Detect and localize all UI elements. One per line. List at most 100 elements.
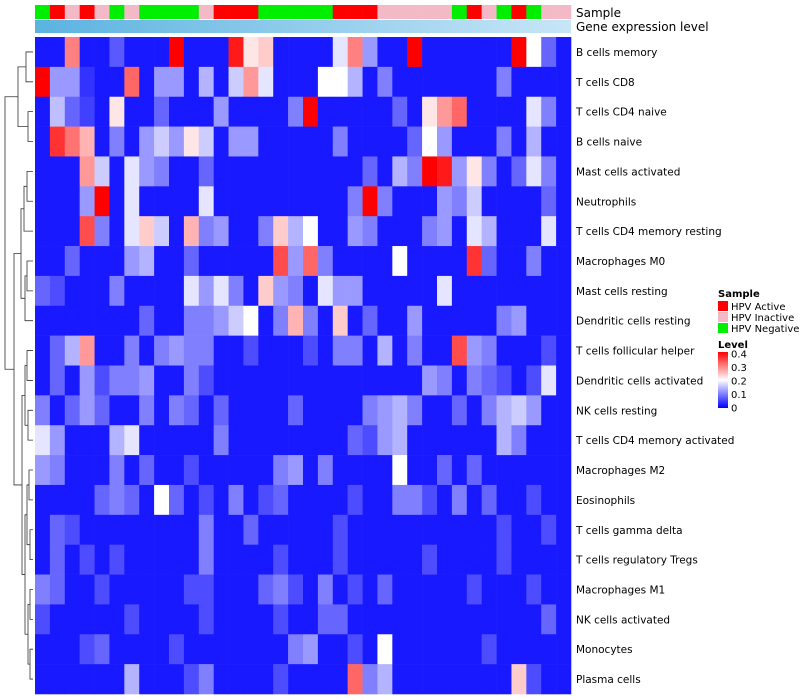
heatmap-cell: [228, 604, 244, 635]
heatmap-cell: [94, 305, 110, 336]
heatmap-cell: [511, 425, 527, 456]
heatmap-cell: [362, 484, 378, 516]
heatmap-cell: [511, 544, 527, 575]
heatmap-cell: [303, 335, 319, 366]
heatmap-cell: [183, 484, 200, 516]
heatmap-cell: [377, 634, 393, 665]
heatmap-cell: [213, 574, 229, 605]
heatmap-cell: [422, 425, 438, 456]
gene-expression-track: [35, 20, 571, 33]
dendrogram-branch: [25, 51, 33, 83]
heatmap-cell: [35, 425, 51, 456]
heatmap-cell: [183, 664, 200, 695]
heatmap-cell: [437, 186, 453, 217]
dendrogram-branch: [4, 96, 18, 370]
heatmap-cell: [526, 37, 542, 68]
heatmap-cell: [94, 634, 110, 665]
heatmap-cell: [169, 604, 185, 635]
heatmap-cell: [124, 37, 140, 68]
gene-expression-track-label: Gene expression level: [576, 20, 709, 34]
heatmap-cells: [35, 37, 572, 695]
heatmap-cell: [556, 395, 572, 426]
heatmap-cell: [109, 275, 125, 307]
heatmap-cell: [35, 604, 51, 635]
sample-track-cell: [64, 5, 80, 19]
heatmap-cell: [377, 544, 393, 575]
heatmap-cell: [317, 126, 334, 157]
heatmap-cell: [258, 664, 274, 695]
legend-level-tick: 0.3: [731, 363, 747, 374]
sample-track-cell: [556, 5, 572, 19]
heatmap-cell: [481, 186, 497, 217]
heatmap-cell: [466, 544, 482, 575]
heatmap-cell: [437, 66, 453, 98]
heatmap-cell: [154, 126, 170, 157]
heatmap-cell: [451, 455, 468, 486]
heatmap-cell: [347, 365, 363, 396]
heatmap-cell: [496, 216, 512, 247]
heatmap-cell: [496, 96, 512, 127]
sample-track-cell: [437, 5, 453, 19]
heatmap-cell: [228, 455, 244, 486]
heatmap-cell: [332, 484, 348, 516]
heatmap-cell: [511, 305, 527, 336]
heatmap-cell: [35, 37, 51, 68]
heatmap-cell: [437, 246, 453, 277]
row-label: Eosinophils: [576, 495, 635, 507]
heatmap-cell: [169, 156, 185, 187]
heatmap-cell: [49, 96, 66, 127]
sample-track-cell: [303, 5, 319, 19]
heatmap-cell: [407, 544, 423, 575]
heatmap-cell: [183, 365, 200, 396]
heatmap-cell: [198, 156, 214, 187]
heatmap-cell: [511, 37, 527, 68]
row-label: B cells naive: [576, 137, 642, 149]
row-label: Dendritic cells activated: [576, 375, 703, 387]
heatmap-cell: [377, 305, 393, 336]
heatmap-cell: [273, 395, 289, 426]
heatmap-cell: [273, 455, 289, 486]
heatmap-cell: [288, 275, 304, 307]
heatmap-cell: [437, 574, 453, 605]
heatmap-cell: [169, 216, 185, 247]
heatmap-cell: [392, 66, 408, 98]
dendrogram-branch: [26, 350, 33, 381]
heatmap-cell: [347, 186, 363, 217]
heatmap-cell: [79, 544, 95, 575]
heatmap-cell: [288, 634, 304, 665]
heatmap-cell: [392, 37, 408, 68]
heatmap-cell: [213, 37, 229, 68]
heatmap-cell: [303, 574, 319, 605]
heatmap-cell: [124, 455, 140, 486]
heatmap-cell: [541, 216, 557, 247]
heatmap-cell: [228, 514, 244, 545]
heatmap-cell: [154, 425, 170, 456]
heatmap-cell: [228, 365, 244, 396]
heatmap-cell: [243, 455, 259, 486]
heatmap-cell: [49, 305, 66, 336]
dendrogram-branch: [29, 589, 33, 620]
heatmap-cell: [481, 395, 497, 426]
heatmap-cell: [556, 664, 572, 695]
heatmap-cell: [198, 634, 214, 665]
heatmap-cell: [64, 37, 80, 68]
sample-track-cell: [169, 5, 185, 19]
heatmap-cell: [541, 544, 557, 575]
heatmap-cell: [317, 514, 334, 545]
heatmap-cell: [258, 484, 274, 516]
heatmap-cell: [511, 335, 527, 366]
heatmap-cell: [317, 275, 334, 307]
sample-track-cell: [407, 5, 423, 19]
heatmap-cell: [139, 275, 155, 307]
heatmap-cell: [258, 186, 274, 217]
heatmap-cell: [556, 455, 572, 486]
heatmap-cell: [437, 37, 453, 68]
heatmap-cell: [556, 365, 572, 396]
heatmap-cell: [124, 514, 140, 545]
legend-level-tick: 0.2: [731, 377, 747, 388]
heatmap-cell: [35, 574, 51, 605]
heatmap-cell: [213, 305, 229, 336]
heatmap-cell: [213, 96, 229, 127]
heatmap-cell: [496, 664, 512, 695]
